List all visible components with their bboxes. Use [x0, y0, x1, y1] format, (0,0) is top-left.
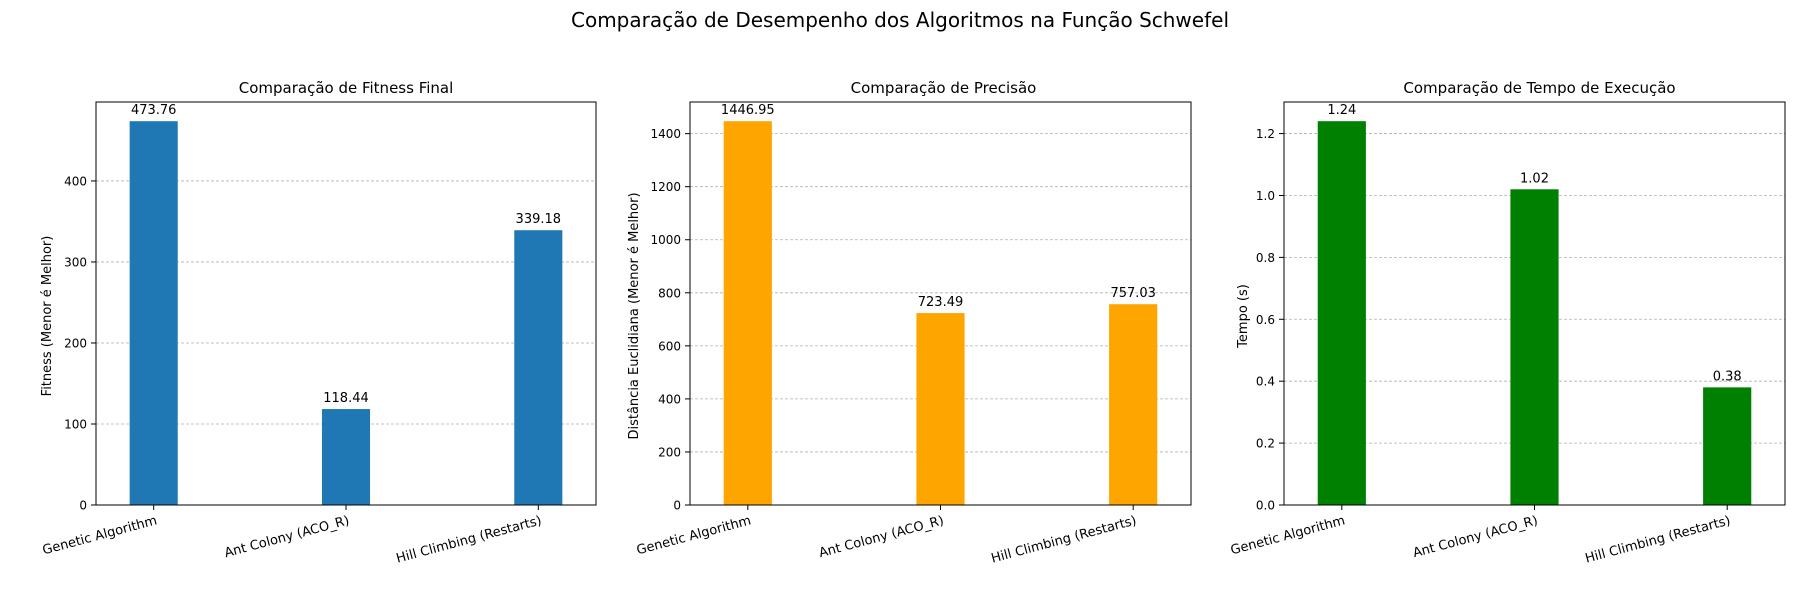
bar — [514, 230, 563, 505]
bar — [1317, 121, 1366, 505]
x-tick-label: Hill Climbing (Restarts) — [395, 513, 544, 566]
bar-value-label: 473.76 — [131, 103, 177, 118]
bar — [723, 121, 772, 506]
y-tick-label: 0.4 — [1256, 375, 1275, 389]
y-tick-label: 100 — [64, 417, 87, 431]
x-tick-label: Genetic Algorithm — [41, 513, 159, 558]
y-tick-label: 400 — [64, 174, 87, 188]
y-tick-label: 600 — [658, 339, 681, 353]
y-tick-label: 800 — [658, 286, 681, 300]
figure-title: Comparação de Desempenho dos Algoritmos … — [571, 8, 1229, 32]
bar — [321, 409, 371, 505]
x-tick-label: Genetic Algorithm — [1229, 513, 1347, 558]
bar-value-label: 1.24 — [1327, 103, 1356, 118]
chart-title: Comparação de Tempo de Execução — [1403, 79, 1675, 97]
bar-value-label: 757.03 — [1110, 286, 1156, 301]
y-tick-label: 200 — [658, 445, 681, 459]
bar-value-label: 339.18 — [516, 212, 562, 227]
chart-panel-fitness: Comparação de Fitness Final Fitness (Men… — [40, 79, 597, 567]
bar — [1703, 387, 1752, 505]
chart-title: Comparação de Precisão — [851, 79, 1037, 97]
bar — [1109, 304, 1158, 505]
y-tick-label: 1200 — [650, 180, 681, 194]
x-tick-label: Ant Colony (ACO_R) — [817, 513, 945, 561]
y-tick-label: 0 — [673, 499, 681, 513]
y-axis-label: Distância Euclidiana (Menor é Melhor) — [627, 192, 642, 439]
x-tick-label: Hill Climbing (Restarts) — [990, 513, 1139, 566]
bar-value-label: 723.49 — [918, 295, 964, 310]
y-tick-label: 0.8 — [1256, 251, 1275, 265]
y-tick-label: 1000 — [650, 233, 681, 247]
bar-value-label: 118.44 — [323, 391, 369, 406]
y-tick-label: 200 — [64, 336, 87, 350]
y-tick-label: 300 — [64, 255, 87, 269]
x-tick-label: Hill Climbing (Restarts) — [1584, 513, 1733, 566]
y-tick-label: 1.0 — [1256, 189, 1275, 203]
y-tick-label: 1.2 — [1256, 127, 1275, 141]
x-tick-label: Ant Colony (ACO_R) — [1411, 513, 1539, 561]
chart-title: Comparação de Fitness Final — [239, 79, 454, 97]
x-tick-label: Ant Colony (ACO_R) — [223, 513, 351, 561]
bar — [916, 313, 965, 505]
bar — [129, 121, 178, 505]
chart-panel-precision: Comparação de Precisão Distância Euclidi… — [627, 79, 1192, 567]
bar-value-label: 1.02 — [1520, 171, 1549, 186]
chart-panel-time: Comparação de Tempo de Execução Tempo (s… — [1229, 79, 1786, 567]
y-tick-label: 1400 — [650, 127, 681, 141]
y-tick-label: 0.2 — [1256, 437, 1275, 451]
y-axis-label: Tempo (s) — [1236, 284, 1251, 349]
bar-value-label: 0.38 — [1713, 369, 1742, 384]
y-axis-label: Fitness (Menor é Melhor) — [40, 236, 55, 397]
x-tick-label: Genetic Algorithm — [635, 513, 753, 558]
bar — [1510, 189, 1559, 506]
y-tick-label: 0.6 — [1256, 313, 1275, 327]
bar-value-label: 1446.95 — [721, 103, 775, 118]
y-tick-label: 0.0 — [1256, 499, 1275, 513]
y-tick-label: 0 — [79, 499, 87, 513]
y-tick-label: 400 — [658, 392, 681, 406]
